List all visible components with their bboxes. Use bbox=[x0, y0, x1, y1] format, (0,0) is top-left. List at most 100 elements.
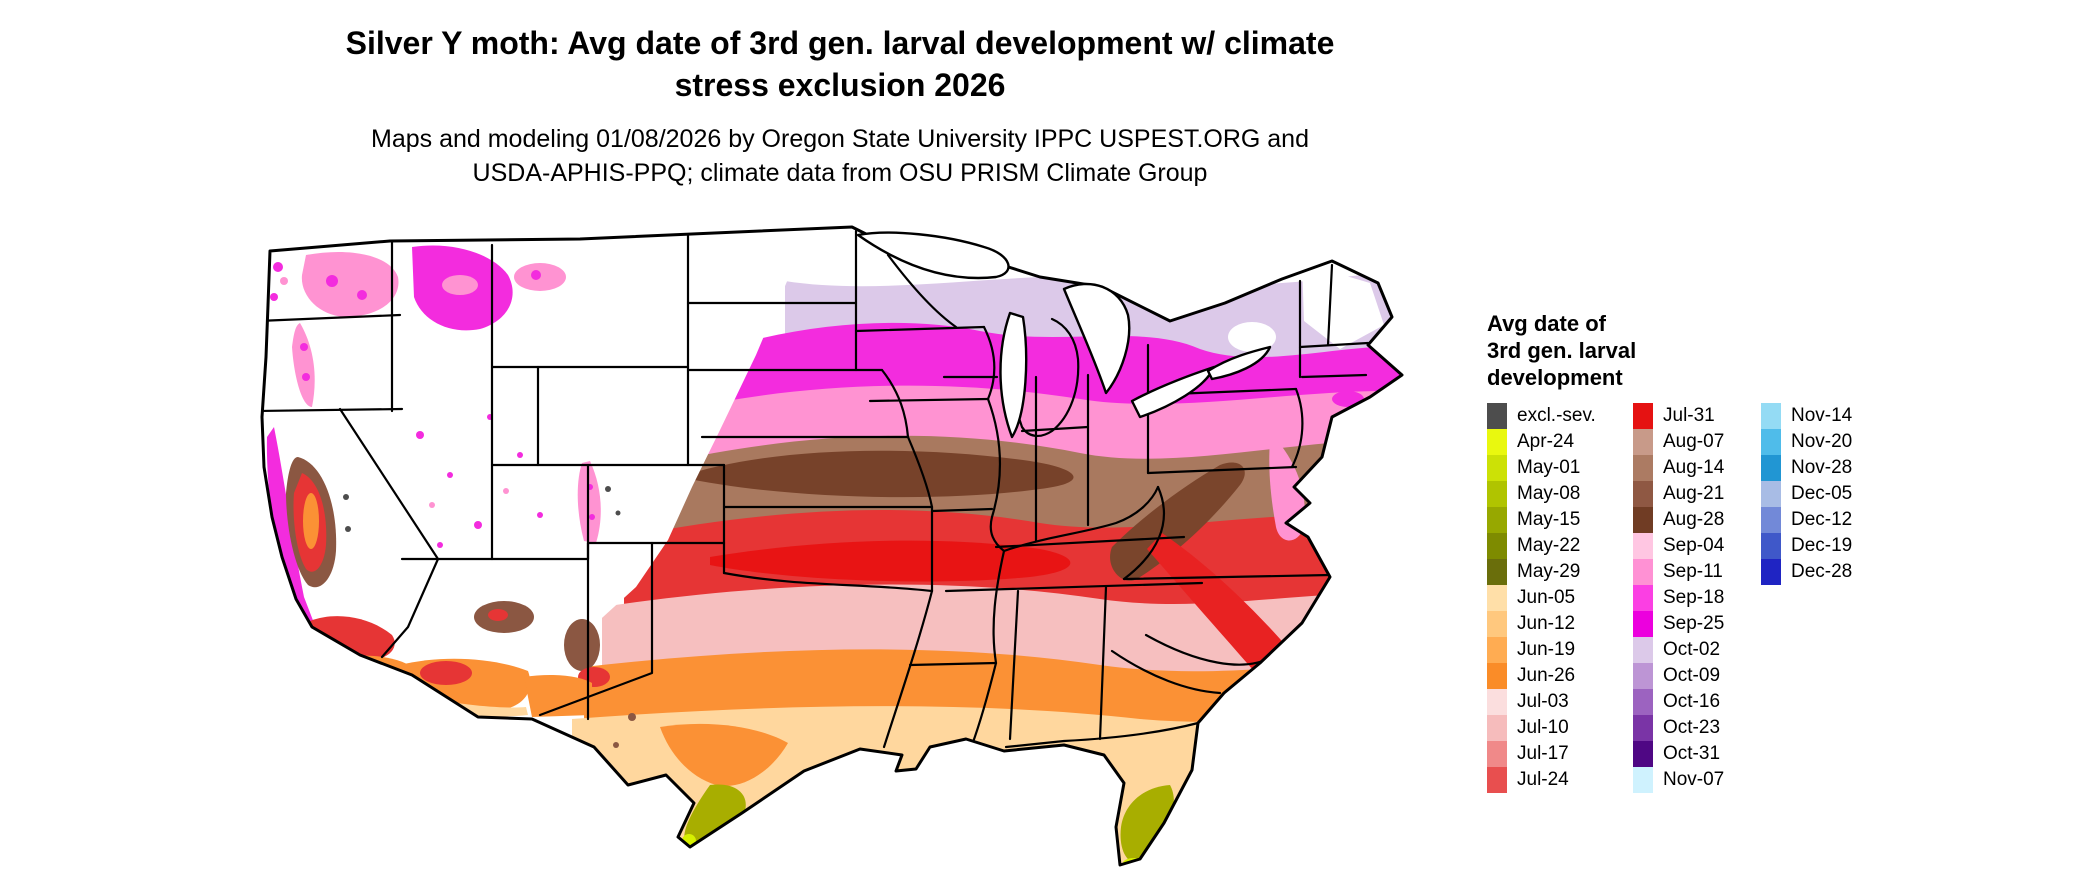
us-choropleth-map bbox=[240, 225, 1450, 885]
legend-entry: Oct-23 bbox=[1633, 715, 1761, 741]
legend-label: Oct-23 bbox=[1663, 717, 1721, 738]
legend-color-swatch bbox=[1487, 559, 1507, 585]
legend-label: Nov-20 bbox=[1791, 431, 1853, 452]
legend-entry: Jul-24 bbox=[1487, 767, 1633, 793]
legend-color-swatch bbox=[1487, 611, 1507, 637]
legend-color-swatch bbox=[1761, 455, 1781, 481]
title-line-1: Silver Y moth: Avg date of 3rd gen. larv… bbox=[345, 25, 1335, 61]
legend-entry: Aug-28 bbox=[1633, 507, 1761, 533]
legend-label: May-01 bbox=[1517, 457, 1581, 478]
legend-color-swatch bbox=[1633, 403, 1653, 429]
state-borders bbox=[262, 229, 1370, 749]
legend-label: Oct-31 bbox=[1663, 743, 1721, 764]
legend-entry: Dec-05 bbox=[1761, 481, 1887, 507]
legend-color-swatch bbox=[1487, 767, 1507, 793]
legend-label: Dec-05 bbox=[1791, 483, 1853, 504]
legend-label: Oct-16 bbox=[1663, 691, 1721, 712]
legend-label: May-22 bbox=[1517, 535, 1581, 556]
legend-color-swatch bbox=[1487, 715, 1507, 741]
map-legend: Avg date of 3rd gen. larval development … bbox=[1487, 310, 1927, 793]
legend-entry: May-01 bbox=[1487, 455, 1633, 481]
legend-color-swatch bbox=[1633, 559, 1653, 585]
legend-label: Oct-02 bbox=[1663, 639, 1721, 660]
legend-color-swatch bbox=[1487, 481, 1507, 507]
legend-label: Nov-28 bbox=[1791, 457, 1853, 478]
legend-title-line-1: Avg date of bbox=[1487, 311, 1606, 336]
legend-entry: Jul-03 bbox=[1487, 689, 1633, 715]
legend-entry: May-22 bbox=[1487, 533, 1633, 559]
legend-columns: excl.-sev. Apr-24 May-01 May-08 May-15 May-22… bbox=[1487, 403, 1927, 793]
legend-entry: Oct-16 bbox=[1633, 689, 1761, 715]
legend-color-swatch bbox=[1633, 455, 1653, 481]
legend-entry: Jul-31 bbox=[1633, 403, 1761, 429]
legend-label: Sep-11 bbox=[1663, 561, 1723, 582]
legend-label: Jul-10 bbox=[1517, 717, 1569, 738]
legend-entry: Nov-28 bbox=[1761, 455, 1887, 481]
legend-color-swatch bbox=[1633, 481, 1653, 507]
legend-entry: Jun-12 bbox=[1487, 611, 1633, 637]
legend-entry: May-29 bbox=[1487, 559, 1633, 585]
legend-column-3: Nov-14 Nov-20 Nov-28 Dec-05 Dec-12 Dec-19 Dec-… bbox=[1761, 403, 1887, 793]
legend-label: May-15 bbox=[1517, 509, 1581, 530]
legend-label: Aug-14 bbox=[1663, 457, 1725, 478]
legend-entry: Sep-04 bbox=[1633, 533, 1761, 559]
legend-entry: Jun-05 bbox=[1487, 585, 1633, 611]
legend-entry: Sep-18 bbox=[1633, 585, 1761, 611]
legend-entry: Dec-28 bbox=[1761, 559, 1887, 585]
legend-entry: excl.-sev. bbox=[1487, 403, 1633, 429]
legend-label: Jun-05 bbox=[1517, 587, 1576, 608]
legend-entry: Jul-17 bbox=[1487, 741, 1633, 767]
legend-entry: Nov-20 bbox=[1761, 429, 1887, 455]
legend-color-swatch bbox=[1761, 507, 1781, 533]
lake-michigan bbox=[999, 311, 1028, 439]
legend-label: Nov-07 bbox=[1663, 769, 1725, 790]
legend-color-swatch bbox=[1633, 533, 1653, 559]
legend-color-swatch bbox=[1633, 637, 1653, 663]
legend-entry: Nov-14 bbox=[1761, 403, 1887, 429]
legend-color-swatch bbox=[1633, 507, 1653, 533]
legend-entry: Sep-11 bbox=[1633, 559, 1761, 585]
legend-color-swatch bbox=[1761, 429, 1781, 455]
lake-ontario bbox=[1206, 345, 1272, 381]
legend-color-swatch bbox=[1487, 403, 1507, 429]
legend-color-swatch bbox=[1487, 455, 1507, 481]
legend-label: Nov-14 bbox=[1791, 405, 1853, 426]
legend-column-1: excl.-sev. Apr-24 May-01 May-08 May-15 May-22… bbox=[1487, 403, 1633, 793]
legend-label: Dec-12 bbox=[1791, 509, 1853, 530]
legend-label: Jun-19 bbox=[1517, 639, 1576, 660]
legend-label: Jul-24 bbox=[1517, 769, 1569, 790]
great-lakes bbox=[856, 231, 1272, 439]
subtitle-line-2: USDA-APHIS-PPQ; climate data from OSU PR… bbox=[472, 159, 1208, 187]
legend-entry: Oct-02 bbox=[1633, 637, 1761, 663]
legend-label: Aug-07 bbox=[1663, 431, 1725, 452]
legend-label: excl.-sev. bbox=[1517, 405, 1596, 426]
lake-superior bbox=[856, 231, 1010, 280]
legend-entry: Dec-19 bbox=[1761, 533, 1887, 559]
page-subtitle: Maps and modeling 01/08/2026 by Oregon S… bbox=[240, 122, 1440, 190]
legend-entry: Jun-26 bbox=[1487, 663, 1633, 689]
legend-entry: Aug-07 bbox=[1633, 429, 1761, 455]
legend-color-swatch bbox=[1633, 741, 1653, 767]
legend-label: Sep-25 bbox=[1663, 613, 1725, 634]
legend-color-swatch bbox=[1487, 663, 1507, 689]
legend-label: Sep-04 bbox=[1663, 535, 1725, 556]
subtitle-line-1: Maps and modeling 01/08/2026 by Oregon S… bbox=[371, 125, 1309, 153]
legend-label: Jul-03 bbox=[1517, 691, 1569, 712]
legend-entry: Dec-12 bbox=[1761, 507, 1887, 533]
legend-label: Jun-12 bbox=[1517, 613, 1576, 634]
map-fill-layers bbox=[262, 227, 1402, 865]
legend-label: Aug-28 bbox=[1663, 509, 1725, 530]
legend-label: May-08 bbox=[1517, 483, 1581, 504]
conus-map-svg bbox=[260, 225, 1404, 867]
page-title: Silver Y moth: Avg date of 3rd gen. larv… bbox=[240, 22, 1440, 106]
legend-color-swatch bbox=[1487, 507, 1507, 533]
legend-title-line-3: development bbox=[1487, 365, 1623, 390]
legend-entry: Oct-31 bbox=[1633, 741, 1761, 767]
legend-color-swatch bbox=[1633, 663, 1653, 689]
title-line-2: stress exclusion 2026 bbox=[674, 67, 1006, 103]
legend-entry: Sep-25 bbox=[1633, 611, 1761, 637]
legend-color-swatch bbox=[1487, 741, 1507, 767]
legend-color-swatch bbox=[1633, 585, 1653, 611]
legend-color-swatch bbox=[1487, 689, 1507, 715]
legend-label: Dec-28 bbox=[1791, 561, 1853, 582]
